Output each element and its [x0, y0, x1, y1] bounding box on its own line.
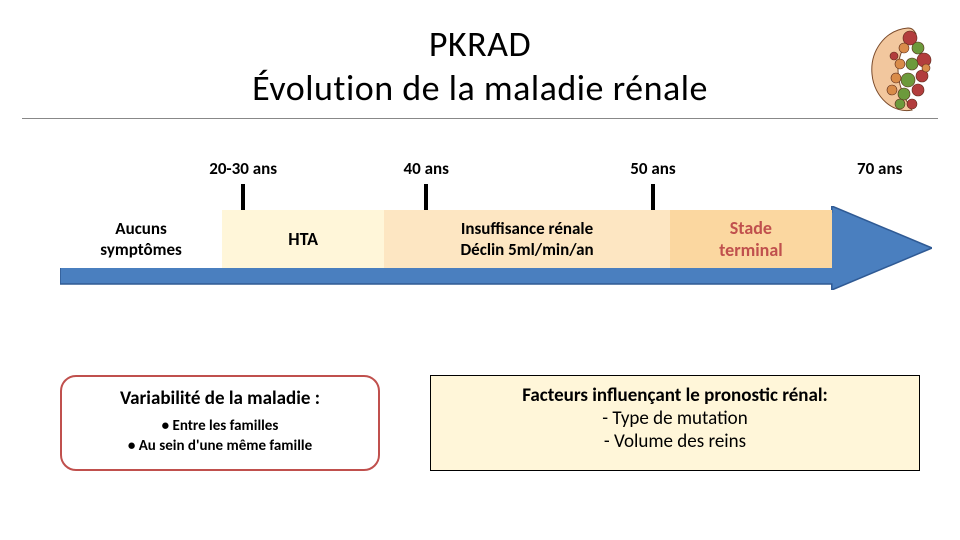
stage-s4: Stadeterminal: [670, 210, 832, 268]
variability-box: Variabilité de la maladie : • Entre les …: [60, 375, 380, 471]
stage-line: Déclin 5ml/min/an: [460, 239, 593, 260]
bottom-row: Variabilité de la maladie : • Entre les …: [60, 375, 920, 471]
prognosis-item: Type de mutation: [441, 407, 909, 430]
prognosis-box: Facteurs influençant le pronostic rénal:…: [430, 375, 920, 471]
variability-title: Variabilité de la maladie :: [82, 387, 358, 410]
stage-s1: Aucunssymptômes: [60, 210, 222, 268]
stage-s3: Insuffisance rénaleDéclin 5ml/min/an: [384, 210, 670, 268]
stage-line: Stade: [730, 217, 772, 240]
stage-bar: Aucunssymptômes HTA Insuffisance rénaleDéc…: [60, 210, 832, 268]
timeline: 20-30 ans 40 ans 50 ans 70 ans Aucunssymptô…: [60, 158, 932, 328]
title-line-2: Évolution de la maladie rénale: [0, 66, 960, 110]
age-label: 50 ans: [630, 158, 675, 179]
stage-line: Insuffisance rénale: [461, 218, 593, 239]
variability-item: • Entre les familles: [82, 416, 358, 436]
stage-line: symptômes: [100, 239, 182, 260]
variability-item: • Au sein d'une même famille: [82, 436, 358, 456]
age-label: 70 ans: [857, 158, 902, 179]
title-line-1: PKRAD: [0, 22, 960, 66]
stage-line: HTA: [288, 228, 318, 251]
age-labels-row: 20-30 ans 40 ans 50 ans 70 ans: [60, 158, 932, 182]
age-label: 40 ans: [404, 158, 449, 179]
stage-line: terminal: [719, 239, 783, 262]
prognosis-item: Volume des reins: [441, 430, 909, 453]
stage-line: Aucuns: [115, 218, 167, 239]
kidney-icon: [864, 24, 942, 121]
age-label: 20-30 ans: [209, 158, 277, 179]
slide-title: PKRAD Évolution de la maladie rénale: [0, 0, 960, 110]
title-underline: [22, 118, 938, 119]
prognosis-title: Facteurs influençant le pronostic rénal:: [441, 384, 909, 407]
stage-s2: HTA: [222, 210, 384, 268]
